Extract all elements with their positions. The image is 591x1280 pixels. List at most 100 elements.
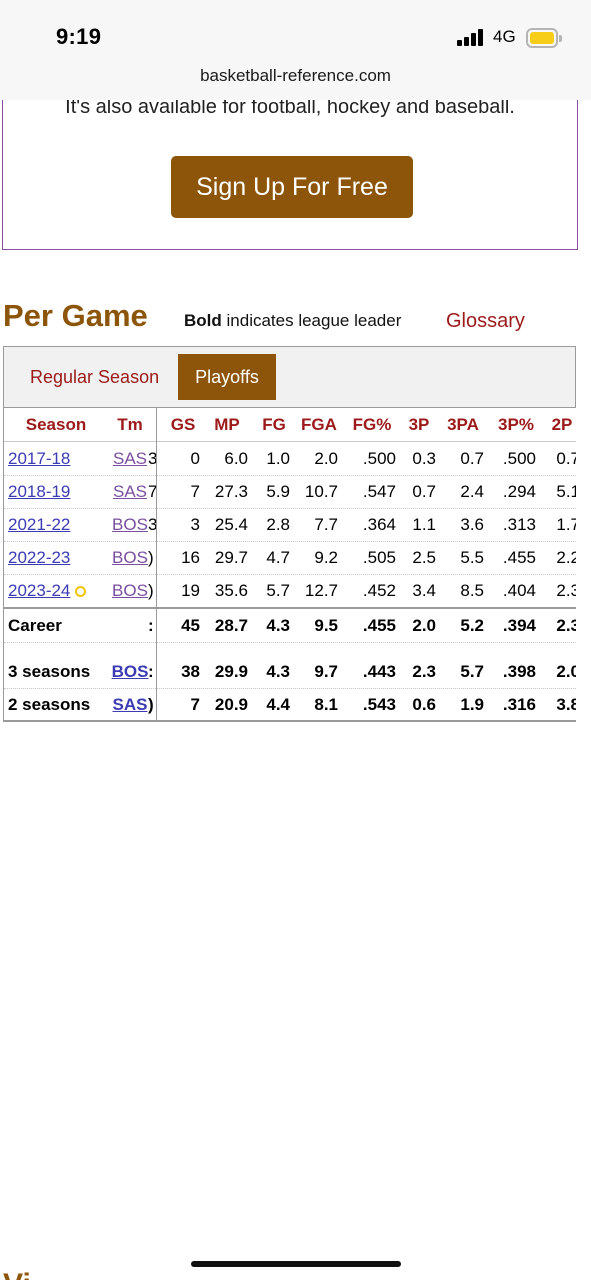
cell-lg: ) (148, 581, 154, 600)
bold-word: Bold (184, 311, 222, 330)
cell-p2: 5.1 (556, 482, 576, 501)
cell-p3: 2.3 (412, 662, 436, 681)
cell-fg: 5.7 (266, 581, 290, 600)
cell-fg: 2.8 (266, 515, 290, 534)
cell-p3p: .398 (502, 662, 536, 681)
cell-gs: 19 (181, 581, 200, 600)
team-link[interactable]: SAS (112, 482, 148, 501)
column-header-p3a[interactable]: 3PA (447, 415, 479, 434)
career-separator (4, 607, 576, 609)
cell-p3p: .394 (502, 616, 536, 635)
cell-fga: 9.7 (314, 662, 338, 681)
cell-season: 2022-23 (8, 541, 108, 574)
league-leader-note: Bold indicates league leader (184, 311, 401, 331)
cell-fgp: .500 (362, 449, 396, 468)
team-link[interactable]: BOS (111, 662, 149, 681)
cell-fgp: .364 (362, 515, 396, 534)
season-link[interactable]: 2017-18 (8, 449, 71, 468)
cell-mp: 29.9 (214, 662, 248, 681)
cell-p3a: 1.9 (460, 695, 484, 714)
team-link[interactable]: SAS (112, 449, 148, 468)
cell-p3: 3.4 (412, 581, 436, 600)
cell-gs: 38 (181, 662, 200, 681)
clock: 9:19 (56, 24, 102, 49)
column-header-p2[interactable]: 2P (551, 415, 573, 434)
season-link[interactable]: 2022-23 (8, 548, 71, 567)
split-row: 2 seasons SAS) 7 20.9 4.4 8.1 .543 0.6 1.9 .316 3.… (4, 688, 576, 721)
cell-mp: 35.6 (214, 581, 248, 600)
cell-tm: BOS (110, 574, 150, 607)
cell-season: 2017-18 (8, 442, 108, 475)
cell-p3: 2.5 (412, 548, 436, 567)
cell-p3p: .316 (502, 695, 536, 714)
split-row: 3 seasons BOS: 38 29.9 4.3 9.7 .443 2.3 5.7 .398 2… (4, 655, 576, 688)
cell-p2: 2.0 (556, 662, 576, 681)
team-link[interactable]: SAS (112, 695, 148, 714)
frozen-column-divider (156, 408, 159, 722)
cell-fgp: .455 (362, 616, 396, 635)
cell-fg: 4.3 (266, 662, 290, 681)
cell-fga: 9.2 (314, 548, 338, 567)
column-header-mp[interactable]: MP (214, 415, 240, 434)
cell-lg: ) (148, 548, 154, 567)
season-link[interactable]: 2021-22 (8, 515, 71, 534)
cell-p3: 2.0 (412, 616, 436, 635)
cell-p3a: 5.5 (460, 548, 484, 567)
cell-season: 3 seasons (8, 662, 91, 681)
cell-fgp: .443 (362, 662, 396, 681)
season-link[interactable]: 2018-19 (8, 482, 71, 501)
table-bottom-border (4, 720, 576, 722)
column-header-tm[interactable]: Tm (117, 415, 143, 434)
cell-p2: 2.2 (556, 548, 576, 567)
column-header-p3p[interactable]: 3P% (498, 415, 534, 434)
cell-tm: BOS (110, 655, 150, 688)
tab-playoffs[interactable]: Playoffs (178, 354, 276, 400)
cell-gs: 7 (190, 695, 200, 714)
column-header-fgp[interactable]: FG% (352, 415, 392, 434)
cell-tm: SAS (110, 442, 150, 475)
next-section-title: Vi (3, 1268, 31, 1280)
team-link[interactable]: BOS (112, 548, 148, 567)
promo-box: It's also available for football, hockey… (2, 88, 578, 250)
cell-gs: 0 (190, 449, 200, 468)
team-link[interactable]: BOS (112, 515, 148, 534)
cell-p3p: .455 (502, 548, 536, 567)
home-indicator[interactable] (191, 1261, 401, 1267)
cell-p3: 0.7 (412, 482, 436, 501)
column-header-fg[interactable]: FG (262, 415, 286, 434)
battery-icon (526, 28, 562, 48)
cell-p2: 0.7 (556, 449, 576, 468)
cell-mp: 25.4 (214, 515, 248, 534)
cell-fg: 4.3 (266, 616, 290, 635)
cell-fga: 7.7 (314, 515, 338, 534)
glossary-link[interactable]: Glossary (446, 310, 525, 332)
award-icon (75, 586, 87, 597)
cell-gs: 45 (181, 616, 200, 635)
column-header-p3[interactable]: 3P (408, 415, 430, 434)
tab-regular-season[interactable]: Regular Season (30, 367, 160, 387)
row-divider (4, 574, 576, 575)
cell-p2: 1.7 (556, 515, 576, 534)
cell-tm (110, 609, 150, 642)
column-header-season[interactable]: Season (25, 415, 87, 434)
url-bar[interactable]: basketball-reference.com (0, 60, 591, 100)
cell-tm: BOS (110, 541, 150, 574)
cell-lg: ) (148, 695, 154, 714)
cell-p3p: .500 (502, 449, 536, 468)
column-header-gs[interactable]: GS (170, 415, 196, 434)
cell-fg: 1.0 (266, 449, 290, 468)
cell-fgp: .505 (362, 548, 396, 567)
column-header-fga[interactable]: FGA (301, 415, 337, 434)
row-divider (4, 541, 576, 542)
cell-mp: 28.7 (214, 616, 248, 635)
season-link[interactable]: 2023-24 (8, 581, 71, 600)
cell-p3a: 5.7 (460, 662, 484, 681)
season-tabs: Regular Season Playoffs (3, 346, 576, 408)
cell-gs: 7 (190, 482, 200, 501)
cell-fga: 8.1 (314, 695, 338, 714)
cell-season: 2021-22 (8, 508, 108, 541)
team-link[interactable]: BOS (112, 581, 148, 600)
sign-up-button[interactable]: Sign Up For Free (171, 156, 413, 218)
cell-lg: 3 (148, 515, 158, 534)
